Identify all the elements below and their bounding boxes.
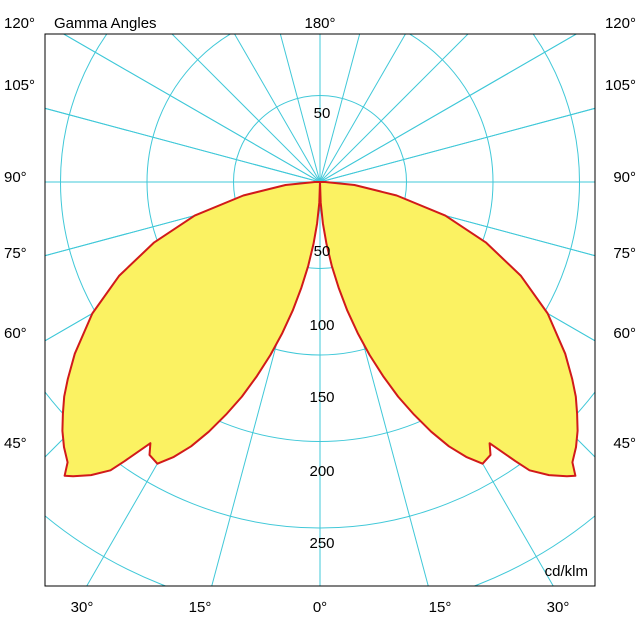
polar-chart: 50 50 100 150 200 250 120° 120° 105° 105° 90° 90° 75… [0,0,640,640]
ring-label: 50 [314,243,331,260]
gamma-label-bottom: 30° [547,599,570,616]
top-center-label: 180° [304,15,335,32]
gamma-label-bottom: 30° [71,599,94,616]
gamma-label-left: 75° [4,245,27,262]
gamma-label-right: 45° [613,435,636,452]
gamma-label-bottom: 0° [313,599,327,616]
ring-label: 50 [314,105,331,122]
chart-title: Gamma Angles [54,15,157,32]
gamma-label-left: 120° [4,15,35,32]
units-label: cd/klm [545,563,588,580]
gamma-label-left: 60° [4,325,27,342]
ring-label: 100 [309,317,334,334]
gamma-label-left: 45° [4,435,27,452]
gamma-label-bottom: 15° [189,599,212,616]
gamma-label-left: 90° [4,169,27,186]
ring-label: 250 [309,535,334,552]
gamma-label-left: 105° [4,77,35,94]
gamma-label-right: 105° [605,77,636,94]
gamma-label-right: 120° [605,15,636,32]
ring-label: 150 [309,389,334,406]
ring-label: 200 [309,463,334,480]
gamma-label-right: 60° [613,325,636,342]
gamma-label-right: 90° [613,169,636,186]
gamma-label-bottom: 15° [429,599,452,616]
gamma-label-right: 75° [613,245,636,262]
